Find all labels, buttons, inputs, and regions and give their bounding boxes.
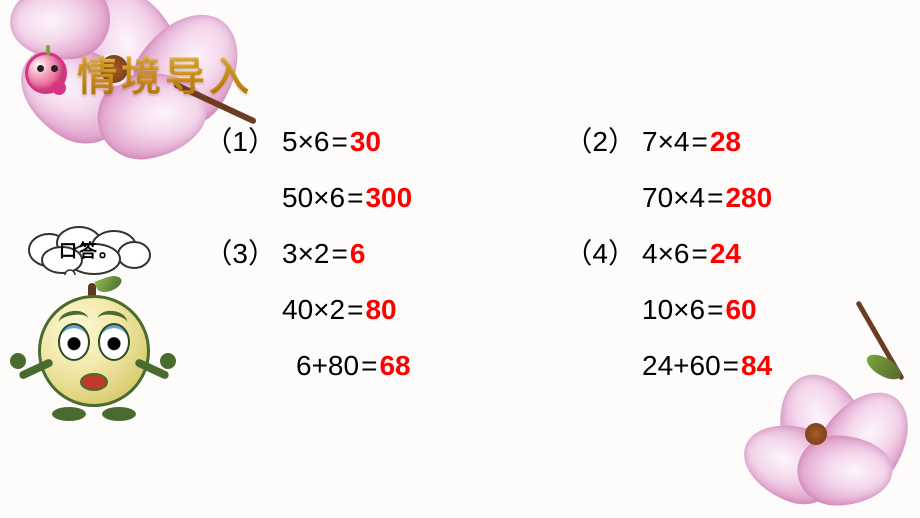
- answer: 280: [725, 182, 772, 214]
- answer: 60: [725, 294, 756, 326]
- problem-row: （2） 7×4 = 28: [560, 120, 900, 160]
- expression: 40×2: [282, 294, 345, 326]
- problem-group-3: （3） 3×2 = 6 （0） 40×2 = 80 （0） 6+80 = 68: [200, 232, 540, 384]
- problem-row: （0） 24+60 = 84: [560, 344, 900, 384]
- problem-row: （0） 50×6 = 300: [200, 176, 540, 216]
- equals-sign: =: [690, 238, 710, 270]
- speech-bubble-text: 口答。: [59, 237, 119, 263]
- apple-character: 口答。: [10, 225, 170, 445]
- problem-row: （0） 10×6 = 60: [560, 288, 900, 328]
- answer: 30: [350, 126, 381, 158]
- problem-row: （4） 4×6 = 24: [560, 232, 900, 272]
- slide-title: 情境导入: [25, 44, 253, 102]
- group-label: （4）: [560, 232, 642, 272]
- problems-grid: （1） 5×6 = 30 （0） 50×6 = 300 （2） 7×4 = 28…: [200, 120, 900, 384]
- title-text: 情境导入: [77, 44, 253, 102]
- equals-sign: =: [721, 350, 741, 382]
- expression: 10×6: [642, 294, 705, 326]
- expression: 24+60: [642, 350, 721, 382]
- mascot-q-icon: [25, 52, 67, 94]
- answer: 300: [365, 182, 412, 214]
- expression: 7×4: [642, 126, 690, 158]
- equals-sign: =: [359, 350, 379, 382]
- answer: 80: [365, 294, 396, 326]
- expression: 6+80: [296, 350, 359, 382]
- expression: 3×2: [282, 238, 330, 270]
- speech-bubble: 口答。: [24, 225, 154, 275]
- answer: 28: [710, 126, 741, 158]
- answer: 68: [379, 350, 410, 382]
- expression: 70×4: [642, 182, 705, 214]
- group-label: （3）: [200, 232, 282, 272]
- equals-sign: =: [330, 126, 350, 158]
- equals-sign: =: [690, 126, 710, 158]
- problem-row: （0） 6+80 = 68: [200, 344, 540, 384]
- group-label: （1）: [200, 120, 282, 160]
- expression: 5×6: [282, 126, 330, 158]
- equals-sign: =: [705, 182, 725, 214]
- answer: 24: [710, 238, 741, 270]
- problem-group-1: （1） 5×6 = 30 （0） 50×6 = 300: [200, 120, 540, 216]
- problem-row: （0） 40×2 = 80: [200, 288, 540, 328]
- problem-row: （3） 3×2 = 6: [200, 232, 540, 272]
- problem-group-2: （2） 7×4 = 28 （0） 70×4 = 280: [560, 120, 900, 216]
- problem-row: （1） 5×6 = 30: [200, 120, 540, 160]
- equals-sign: =: [345, 182, 365, 214]
- answer: 84: [741, 350, 772, 382]
- group-label: （2）: [560, 120, 642, 160]
- equals-sign: =: [345, 294, 365, 326]
- equals-sign: =: [330, 238, 350, 270]
- equals-sign: =: [705, 294, 725, 326]
- answer: 6: [350, 238, 366, 270]
- problem-group-4: （4） 4×6 = 24 （0） 10×6 = 60 （0） 24+60 = 8…: [560, 232, 900, 384]
- expression: 50×6: [282, 182, 345, 214]
- problem-row: （0） 70×4 = 280: [560, 176, 900, 216]
- expression: 4×6: [642, 238, 690, 270]
